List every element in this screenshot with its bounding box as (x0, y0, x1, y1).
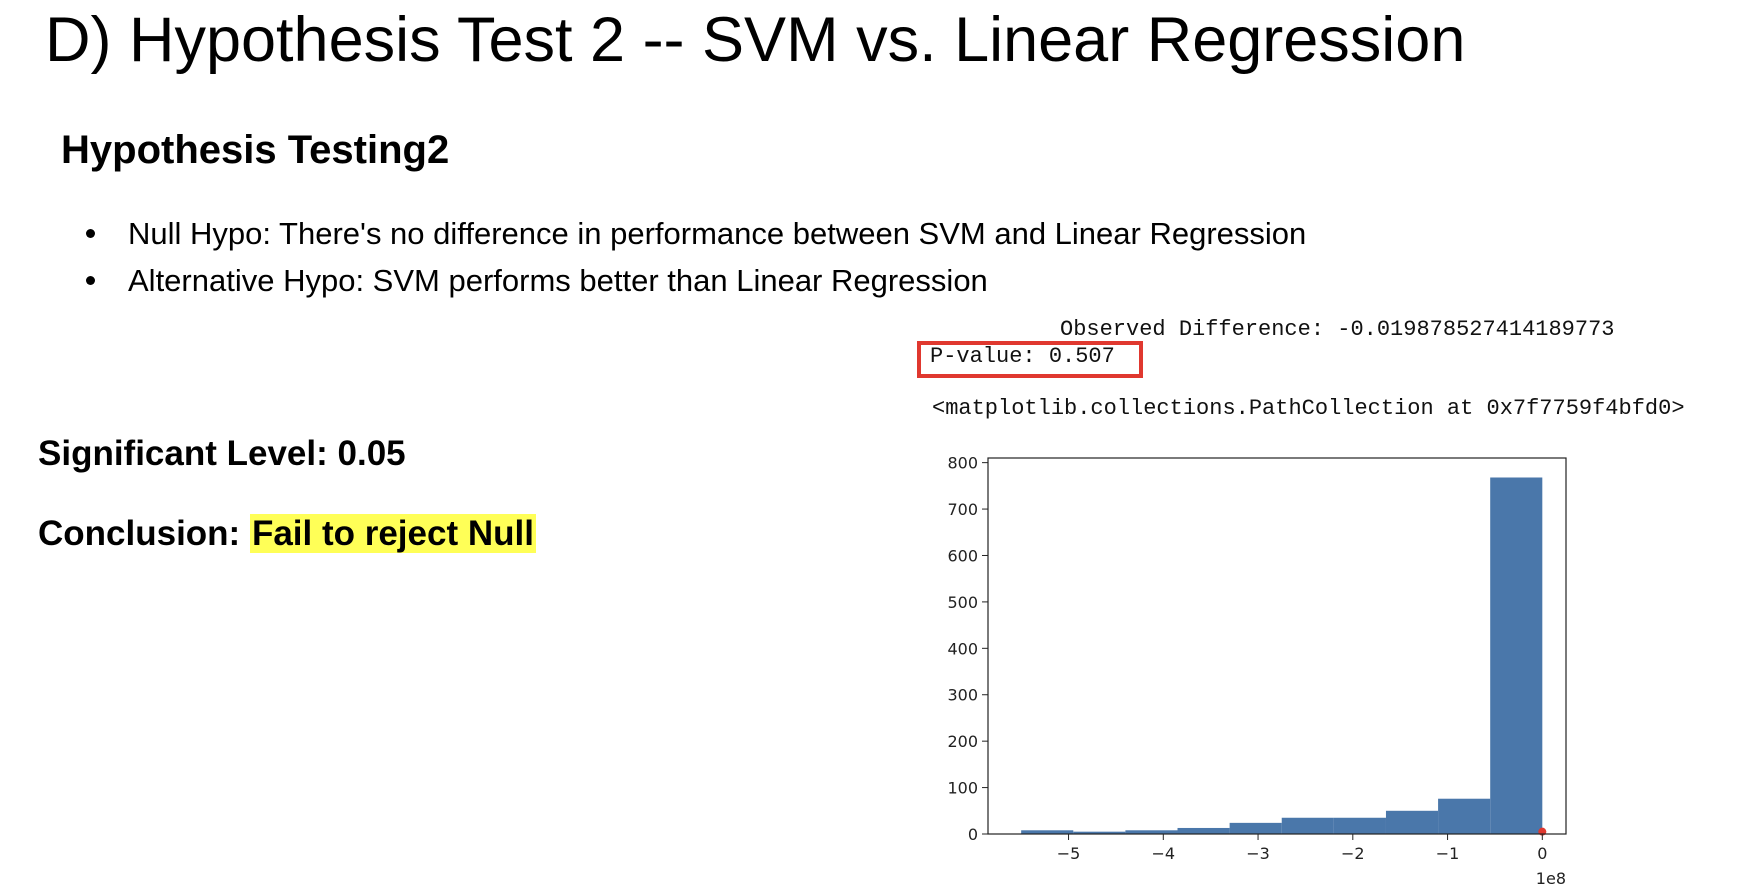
histogram-bar-9 (1490, 477, 1543, 834)
histogram-bar-3 (1177, 827, 1230, 834)
x-tick-label: −5 (1057, 844, 1081, 863)
bullet-icon (86, 276, 95, 285)
histogram-bar-0 (1021, 830, 1074, 834)
observed-difference-output: Observed Difference: -0.0198785274141897… (1060, 317, 1615, 342)
y-tick-label: 800 (947, 454, 978, 473)
x-tick-label: 0 (1537, 844, 1547, 863)
hypothesis-list: Null Hypo: There's no difference in perf… (86, 210, 1306, 304)
p-value-output: P-value: 0.507 (930, 344, 1115, 369)
x-tick-label: −4 (1151, 844, 1175, 863)
histogram-chart: 0 100 200 300 400 500 600 700 800 −5 −4 −3 −2 −1 0 1e8 (947, 454, 1567, 888)
matplotlib-repr-output: <matplotlib.collections.PathCollection a… (932, 396, 1685, 421)
histogram-bar-5 (1281, 817, 1334, 834)
bullet-icon (86, 229, 95, 238)
x-tick-label: −3 (1246, 844, 1270, 863)
y-tick-label: 500 (947, 593, 978, 612)
list-item: Null Hypo: There's no difference in perf… (86, 210, 1306, 257)
histogram-bar-7 (1385, 810, 1439, 834)
histogram-bar-8 (1438, 798, 1491, 834)
significance-level: Significant Level: 0.05 (38, 434, 406, 473)
y-tick-label: 0 (968, 825, 978, 844)
p-value-highlight-box (917, 341, 1143, 378)
conclusion: Conclusion: Fail to reject Null (38, 514, 536, 554)
conclusion-label: Conclusion: (38, 514, 250, 553)
histogram-bar-4 (1229, 822, 1282, 834)
histogram-bar-6 (1333, 817, 1386, 834)
null-hypothesis-text: Null Hypo: There's no difference in perf… (128, 216, 1307, 251)
list-item: Alternative Hypo: SVM performs better th… (86, 257, 1306, 304)
histogram-bar-2 (1125, 830, 1178, 834)
x-tick-label: −1 (1436, 844, 1460, 863)
conclusion-highlight: Fail to reject Null (249, 514, 536, 553)
section-heading: Hypothesis Testing2 (61, 128, 450, 172)
slide-title: D) Hypothesis Test 2 -- SVM vs. Linear R… (45, 5, 1466, 75)
histogram-bar-1 (1073, 831, 1126, 834)
y-tick-label: 100 (947, 779, 978, 798)
plot-frame (987, 457, 1567, 835)
y-tick-label: 400 (947, 639, 978, 658)
alternative-hypothesis-text: Alternative Hypo: SVM performs better th… (128, 263, 988, 298)
y-tick-label: 200 (947, 732, 978, 751)
y-tick-label: 300 (947, 686, 978, 705)
x-tick-label: −2 (1341, 844, 1365, 863)
y-tick-label: 600 (947, 546, 978, 565)
x-axis-offset-label: 1e8 (1536, 869, 1566, 888)
y-tick-label: 700 (947, 500, 978, 519)
